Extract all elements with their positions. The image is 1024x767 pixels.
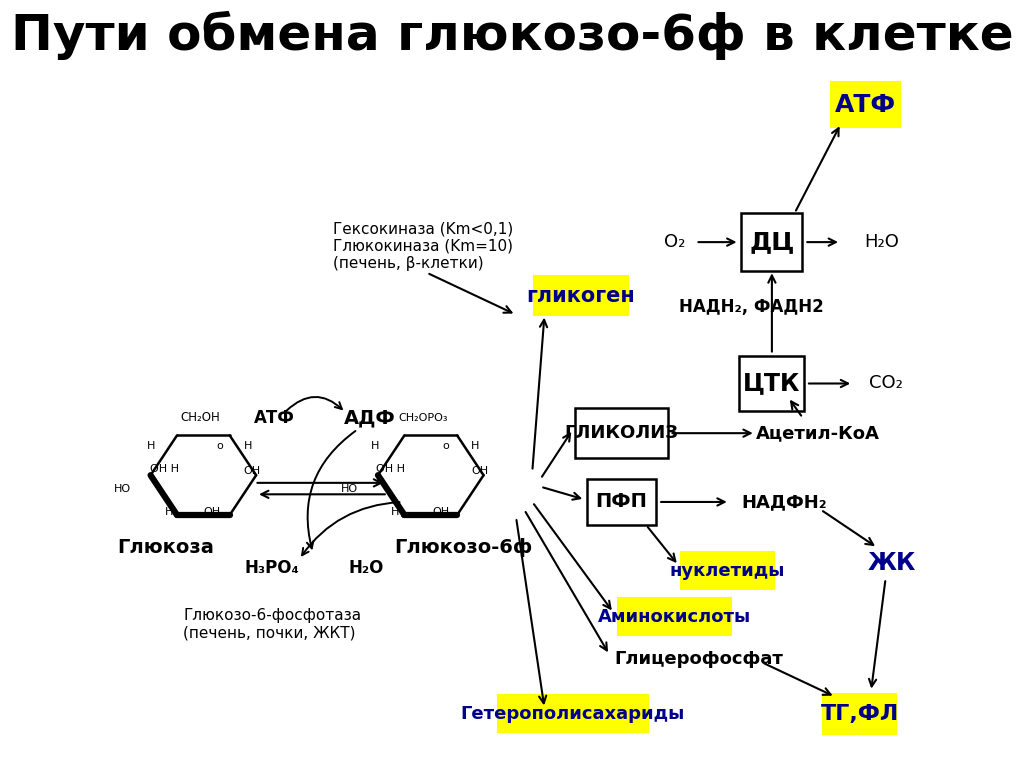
Text: OH: OH <box>471 466 488 476</box>
FancyBboxPatch shape <box>741 213 803 271</box>
FancyBboxPatch shape <box>617 598 731 635</box>
Text: OH: OH <box>203 507 220 517</box>
Text: АТФ: АТФ <box>254 409 295 427</box>
Text: АДФ: АДФ <box>344 408 395 427</box>
Text: НАДФН₂: НАДФН₂ <box>741 493 827 511</box>
Text: АТФ: АТФ <box>835 93 896 117</box>
Text: Гексокиназа (Km<0,1)
Глюкокиназа (Km=10)
(печень, β-клетки): Гексокиназа (Km<0,1) Глюкокиназа (Km=10)… <box>334 221 514 271</box>
Text: o: o <box>216 441 223 451</box>
Text: ЦТК: ЦТК <box>743 371 801 396</box>
Text: ГЛИКОЛИЗ: ГЛИКОЛИЗ <box>564 424 679 442</box>
Text: CH₂OPO₃: CH₂OPO₃ <box>398 413 447 423</box>
FancyBboxPatch shape <box>830 81 900 127</box>
Text: нуклетиды: нуклетиды <box>670 561 785 580</box>
FancyBboxPatch shape <box>681 552 774 589</box>
Text: OH H: OH H <box>376 464 404 474</box>
FancyBboxPatch shape <box>587 479 656 525</box>
Text: Глюкозо-6ф: Глюкозо-6ф <box>394 538 532 558</box>
Text: H: H <box>244 441 252 451</box>
Text: ЖК: ЖК <box>868 551 916 575</box>
Text: Гетерополисахариды: Гетерополисахариды <box>461 705 685 723</box>
FancyBboxPatch shape <box>823 694 896 733</box>
FancyBboxPatch shape <box>498 696 648 732</box>
Text: ТГ,ФЛ: ТГ,ФЛ <box>820 703 899 723</box>
Text: Н₂О: Н₂О <box>348 559 384 578</box>
Text: H: H <box>471 441 479 451</box>
Text: Аминокислоты: Аминокислоты <box>598 607 751 626</box>
Text: СО₂: СО₂ <box>868 374 902 393</box>
Text: Глицерофосфат: Глицерофосфат <box>614 650 783 667</box>
Text: гликоген: гликоген <box>526 285 636 305</box>
Text: Ацетил-КоА: Ацетил-КоА <box>757 424 881 442</box>
Text: CH₂OH: CH₂OH <box>180 411 220 424</box>
Text: Н₃РО₄: Н₃РО₄ <box>245 559 300 578</box>
Text: H: H <box>391 507 399 517</box>
Text: H: H <box>165 507 173 517</box>
Text: Глюкоза: Глюкоза <box>117 538 214 558</box>
FancyBboxPatch shape <box>574 408 669 458</box>
Text: OH H: OH H <box>150 464 179 474</box>
Text: HO: HO <box>341 484 358 494</box>
Text: Пути обмена глюкозо-6ф в клетке: Пути обмена глюкозо-6ф в клетке <box>10 12 1014 61</box>
Text: o: o <box>442 441 449 451</box>
Text: НАДН₂, ФАДН2: НАДН₂, ФАДН2 <box>679 298 824 316</box>
Text: Глюкозо-6-фосфотаза
(печень, почки, ЖКТ): Глюкозо-6-фосфотаза (печень, почки, ЖКТ) <box>183 608 361 640</box>
Text: ПФП: ПФП <box>596 492 647 512</box>
Text: OH: OH <box>432 507 450 517</box>
Text: OH: OH <box>244 466 261 476</box>
Text: Н₂О: Н₂О <box>864 233 899 251</box>
Text: О₂: О₂ <box>664 233 685 251</box>
FancyBboxPatch shape <box>739 356 805 411</box>
Text: ДЦ: ДЦ <box>750 230 795 254</box>
FancyBboxPatch shape <box>535 276 628 315</box>
Text: H: H <box>146 441 155 451</box>
Text: HO: HO <box>114 484 131 494</box>
Text: H: H <box>372 441 380 451</box>
